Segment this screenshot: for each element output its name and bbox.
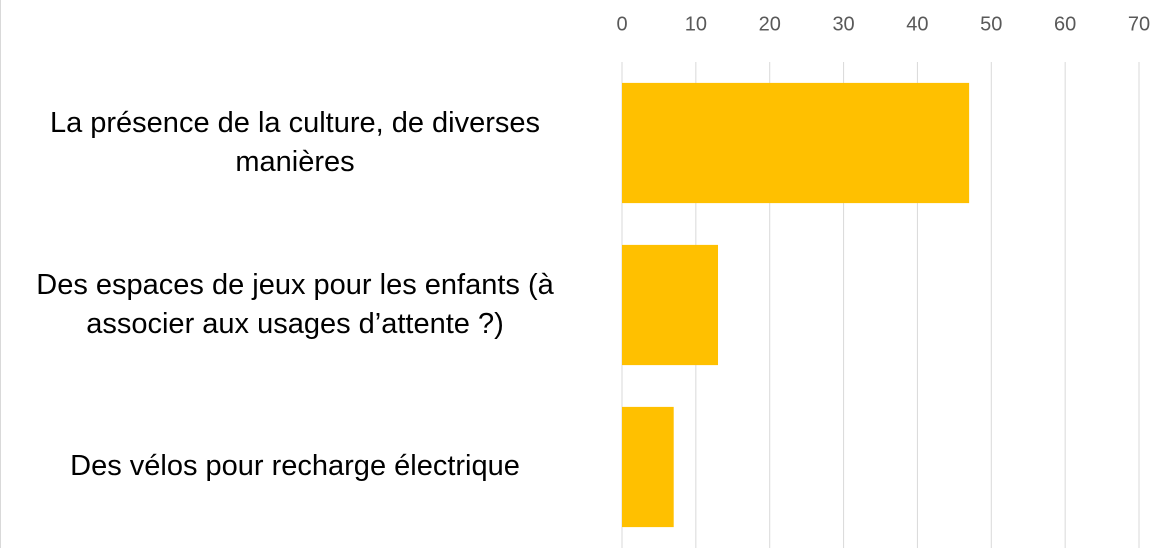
x-tick-label: 10 (685, 13, 707, 35)
bar (622, 244, 719, 366)
bar (622, 82, 970, 204)
x-tick-label: 0 (616, 13, 627, 35)
bar (622, 406, 674, 528)
y-tick-label: Des vélos pour recharge électrique (70, 450, 520, 483)
x-tick-label: 70 (1128, 13, 1150, 35)
x-tick-label: 30 (832, 13, 854, 35)
y-tick-label: La présence de la culture, de diverses m… (49, 106, 541, 178)
y-tick-label: Des espaces de jeux pour les enfants (à … (36, 268, 554, 340)
x-tick-label: 50 (980, 13, 1002, 35)
x-tick-label: 60 (1054, 13, 1076, 35)
x-tick-label: 20 (759, 13, 781, 35)
x-tick-label: 40 (906, 13, 928, 35)
